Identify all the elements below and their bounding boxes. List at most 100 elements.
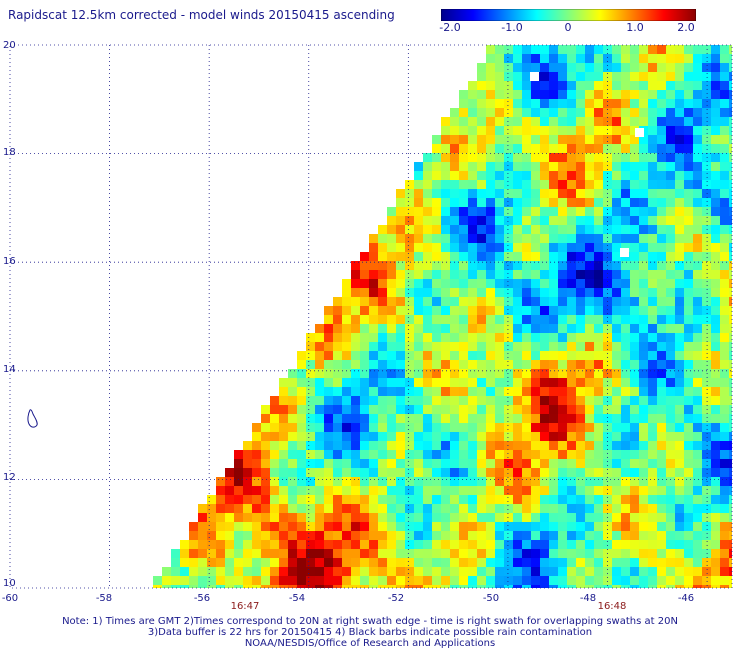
wind-cell — [171, 576, 180, 585]
wind-cell — [675, 459, 684, 468]
wind-cell — [522, 450, 531, 459]
wind-cell — [387, 225, 396, 234]
wind-cell — [495, 387, 504, 396]
wind-cell — [558, 324, 567, 333]
wind-cell — [549, 531, 558, 540]
wind-cell — [360, 432, 369, 441]
wind-cell — [693, 558, 702, 567]
wind-cell — [531, 567, 540, 576]
lon-label: -60 — [1, 593, 19, 604]
wind-cell — [423, 423, 432, 432]
wind-cell — [549, 369, 558, 378]
wind-cell — [459, 369, 468, 378]
wind-cell — [585, 126, 594, 135]
wind-cell — [540, 90, 549, 99]
wind-cell — [612, 459, 621, 468]
wind-cell — [711, 468, 720, 477]
wind-cell — [513, 54, 522, 63]
wind-cell — [468, 450, 477, 459]
wind-cell — [234, 486, 243, 495]
wind-cell — [387, 216, 396, 225]
wind-cell — [441, 450, 450, 459]
wind-cell — [720, 72, 729, 81]
wind-cell — [513, 297, 522, 306]
wind-cell — [603, 351, 612, 360]
wind-cell — [684, 162, 693, 171]
wind-cell — [279, 378, 288, 387]
wind-cell — [657, 63, 666, 72]
wind-cell — [279, 585, 288, 588]
wind-cell — [459, 504, 468, 513]
wind-cell — [603, 585, 612, 588]
wind-cell — [657, 495, 666, 504]
wind-cell — [576, 477, 585, 486]
wind-cell — [513, 513, 522, 522]
wind-cell — [522, 225, 531, 234]
wind-cell — [603, 162, 612, 171]
wind-cell — [369, 495, 378, 504]
wind-cell — [405, 279, 414, 288]
wind-cell — [531, 540, 540, 549]
wind-cell — [666, 90, 675, 99]
wind-cell — [702, 252, 711, 261]
wind-cell — [486, 153, 495, 162]
wind-cell — [306, 423, 315, 432]
wind-cell — [468, 306, 477, 315]
wind-cell — [504, 495, 513, 504]
wind-cell — [720, 414, 729, 423]
wind-cell — [684, 63, 693, 72]
wind-cell — [576, 333, 585, 342]
wind-cell — [522, 333, 531, 342]
wind-cell — [585, 261, 594, 270]
wind-cell — [585, 117, 594, 126]
wind-cell — [702, 126, 711, 135]
wind-cell — [666, 324, 675, 333]
wind-cell — [567, 441, 576, 450]
wind-cell — [486, 342, 495, 351]
wind-cell — [531, 531, 540, 540]
wind-cell — [729, 81, 732, 90]
wind-cell — [441, 567, 450, 576]
wind-cell — [630, 198, 639, 207]
wind-cell — [594, 252, 603, 261]
wind-cell — [576, 207, 585, 216]
wind-cell — [594, 54, 603, 63]
wind-cell — [288, 432, 297, 441]
wind-cell — [342, 297, 351, 306]
wind-cell — [414, 522, 423, 531]
wind-cell — [693, 72, 702, 81]
wind-cell — [459, 108, 468, 117]
wind-cell — [378, 576, 387, 585]
wind-cell — [297, 414, 306, 423]
wind-cell — [450, 225, 459, 234]
wind-cell — [477, 144, 486, 153]
wind-cell — [450, 486, 459, 495]
wind-cell — [405, 549, 414, 558]
wind-cell — [414, 261, 423, 270]
wind-cell — [198, 558, 207, 567]
wind-cell — [729, 180, 732, 189]
wind-cell — [711, 450, 720, 459]
wind-cell — [549, 423, 558, 432]
wind-cell — [684, 405, 693, 414]
wind-cell — [468, 585, 477, 588]
wind-cell — [612, 279, 621, 288]
wind-cell — [486, 360, 495, 369]
wind-cell — [270, 513, 279, 522]
wind-cell — [252, 522, 261, 531]
wind-cell — [675, 180, 684, 189]
wind-cell — [711, 567, 720, 576]
wind-cell — [729, 414, 732, 423]
wind-cell — [459, 585, 468, 588]
wind-cell — [342, 324, 351, 333]
wind-cell — [702, 405, 711, 414]
wind-cell — [288, 549, 297, 558]
wind-cell — [513, 216, 522, 225]
wind-cell — [396, 342, 405, 351]
wind-cell — [675, 297, 684, 306]
wind-cell — [630, 180, 639, 189]
wind-cell — [558, 153, 567, 162]
wind-cell — [441, 585, 450, 588]
wind-cell — [720, 495, 729, 504]
wind-cell — [549, 459, 558, 468]
